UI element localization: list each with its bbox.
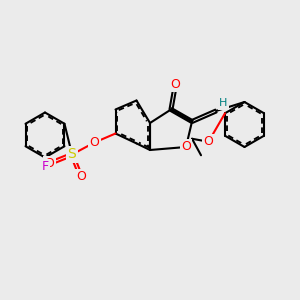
Text: F: F [41, 160, 49, 173]
Text: O: O [181, 140, 191, 154]
Text: O: O [171, 77, 180, 91]
Text: S: S [68, 148, 76, 161]
Text: O: O [45, 157, 54, 170]
Text: O: O [90, 136, 99, 149]
Text: O: O [204, 135, 214, 148]
Text: H: H [219, 98, 228, 109]
Text: O: O [76, 170, 86, 184]
